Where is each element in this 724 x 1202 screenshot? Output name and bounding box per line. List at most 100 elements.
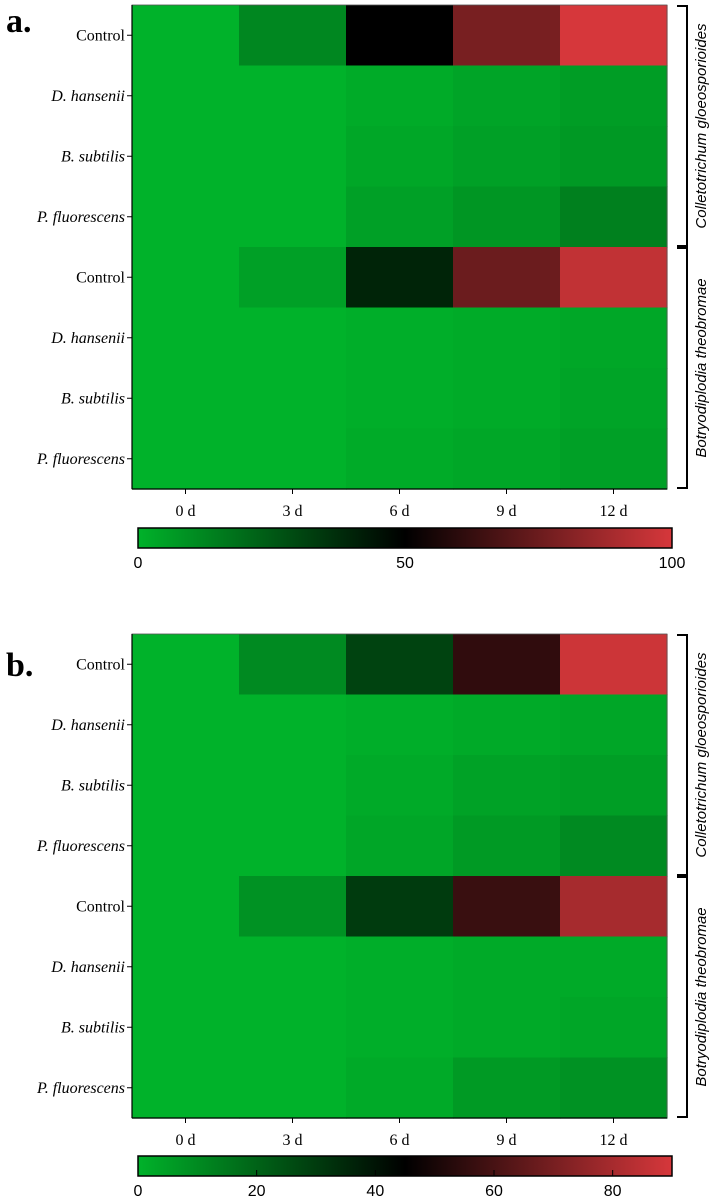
row-label: D. hansenii (50, 959, 125, 976)
heatmap-cell (346, 876, 454, 938)
heatmap-cell (132, 997, 240, 1059)
heatmap-cell (132, 634, 240, 696)
heatmap-cell (346, 815, 454, 877)
row-label: B. subtilis (61, 390, 125, 407)
column-label: 12 d (600, 503, 628, 520)
heatmap-cell (239, 755, 347, 817)
group-bracket (677, 876, 688, 1118)
heatmap-cell (132, 368, 240, 430)
group-bracket (677, 634, 688, 876)
heatmap-cell (560, 307, 668, 369)
colorbar-tick-label: 100 (659, 555, 686, 572)
heatmap-cell (560, 936, 668, 998)
heatmap-cell (346, 247, 454, 309)
column-label: 9 d (497, 503, 517, 520)
heatmap-cell (453, 694, 561, 756)
group-bracket (677, 5, 688, 247)
heatmap-cell (346, 1057, 454, 1119)
heatmap-cell (239, 368, 347, 430)
row-label: B. subtilis (61, 148, 125, 165)
heatmap-cell (239, 876, 347, 938)
heatmap-cell (132, 186, 240, 248)
heatmap-cell (560, 368, 668, 430)
heatmap-cell (239, 1057, 347, 1119)
heatmap-cell (346, 368, 454, 430)
panel-label: b. (6, 647, 33, 684)
colorbar (137, 1155, 673, 1177)
heatmap-cell (239, 694, 347, 756)
colorbar-tick-label: 40 (366, 1183, 384, 1200)
row-label: Control (76, 898, 125, 915)
heatmap-cell (346, 126, 454, 188)
heatmap-cell (560, 5, 668, 67)
heatmap-cell (560, 126, 668, 188)
heatmap-cell (453, 997, 561, 1059)
row-label: P. fluorescens (36, 838, 125, 855)
heatmap-cell (453, 428, 561, 490)
heatmap-cell (346, 634, 454, 696)
row-label: P. fluorescens (36, 451, 125, 468)
heatmap-cell (346, 307, 454, 369)
heatmap-cell (346, 997, 454, 1059)
heatmap-cell (239, 815, 347, 877)
heatmap-cell (239, 997, 347, 1059)
row-label: B. subtilis (61, 1019, 125, 1036)
heatmap-cell (346, 186, 454, 248)
colorbar-tick-label: 0 (134, 555, 143, 572)
heatmap-cell (453, 755, 561, 817)
heatmap-cell (560, 997, 668, 1059)
heatmap-cell (453, 307, 561, 369)
heatmap-cell (453, 186, 561, 248)
heatmap-cell (239, 428, 347, 490)
column-label: 0 d (176, 503, 196, 520)
column-label: 3 d (283, 1132, 303, 1149)
heatmap-cell (132, 876, 240, 938)
heatmap-cell (560, 428, 668, 490)
colorbar-tick-label: 20 (248, 1183, 266, 1200)
heatmap-cell (560, 247, 668, 309)
row-label: D. hansenii (50, 330, 125, 347)
group-label: Botryodiplodia theobromae (693, 278, 710, 457)
heatmap-cell (239, 5, 347, 67)
heatmap-cell (346, 755, 454, 817)
group-label: Colletotrichum gloeosporioides (693, 23, 710, 229)
heatmap-cell (560, 634, 668, 696)
heatmap-cell (453, 815, 561, 877)
heatmap-cell (453, 247, 561, 309)
heatmap-cell (346, 936, 454, 998)
row-label: Control (76, 269, 125, 286)
heatmap-cell (346, 694, 454, 756)
panel-label: a. (6, 3, 32, 40)
heatmap-cell (132, 65, 240, 127)
heatmap-cell (132, 936, 240, 998)
heatmap-cell (453, 634, 561, 696)
heatmap-cell (560, 65, 668, 127)
heatmap-cell (560, 694, 668, 756)
column-label: 6 d (390, 503, 410, 520)
heatmap-cell (132, 694, 240, 756)
row-label: Control (76, 27, 125, 44)
colorbar-tick-label: 80 (604, 1183, 622, 1200)
row-label: P. fluorescens (36, 1080, 125, 1097)
row-label: P. fluorescens (36, 209, 125, 226)
heatmap-cell (453, 65, 561, 127)
heatmap-cell (453, 936, 561, 998)
heatmap-cell (560, 1057, 668, 1119)
heatmap-cell (132, 247, 240, 309)
group-label: Botryodiplodia theobromae (693, 907, 710, 1086)
heatmap-cell (560, 815, 668, 877)
row-label: B. subtilis (61, 777, 125, 794)
colorbar-tick-label: 0 (134, 1183, 143, 1200)
heatmap-cell (453, 5, 561, 67)
heatmap-cell (132, 1057, 240, 1119)
heatmap-cell (239, 65, 347, 127)
heatmap-cell (239, 307, 347, 369)
heatmap-cell (453, 876, 561, 938)
group-bracket (677, 247, 688, 489)
column-label: 3 d (283, 503, 303, 520)
heatmap-cell (560, 186, 668, 248)
heatmap-cell (239, 634, 347, 696)
heatmap-cell (453, 368, 561, 430)
heatmap-cell (239, 247, 347, 309)
